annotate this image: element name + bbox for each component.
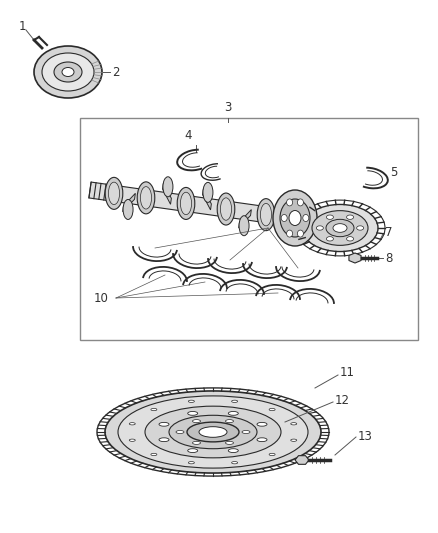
Text: 2: 2 [112,66,120,78]
Ellipse shape [151,454,157,456]
Ellipse shape [62,68,74,77]
Ellipse shape [357,226,364,230]
Ellipse shape [220,198,232,220]
Text: 7: 7 [385,227,392,239]
Ellipse shape [169,415,257,449]
Ellipse shape [257,199,275,231]
Polygon shape [239,209,251,228]
Ellipse shape [137,182,155,214]
Ellipse shape [163,177,173,197]
Ellipse shape [226,419,233,423]
Ellipse shape [177,188,195,220]
Ellipse shape [269,454,275,456]
Text: 4: 4 [184,129,192,142]
Ellipse shape [281,214,287,222]
Text: 1: 1 [18,20,26,33]
Bar [80,118,418,340]
Ellipse shape [242,431,250,433]
Text: 8: 8 [385,252,392,264]
Ellipse shape [105,391,321,473]
Ellipse shape [326,237,333,241]
Ellipse shape [297,230,304,237]
Ellipse shape [291,423,297,425]
Ellipse shape [346,215,353,220]
Ellipse shape [326,215,333,220]
Ellipse shape [105,177,123,209]
Ellipse shape [108,182,120,205]
Ellipse shape [203,182,213,203]
Ellipse shape [303,214,309,222]
Ellipse shape [239,216,249,236]
Ellipse shape [159,422,169,426]
Ellipse shape [289,211,301,225]
Ellipse shape [291,439,297,441]
Text: 3: 3 [224,101,232,114]
Ellipse shape [42,53,94,91]
Ellipse shape [145,406,281,458]
Ellipse shape [188,411,198,415]
Ellipse shape [141,187,152,209]
Ellipse shape [257,438,267,442]
Text: 9: 9 [264,209,272,222]
Ellipse shape [286,230,293,237]
Ellipse shape [118,396,308,468]
Text: 13: 13 [358,430,373,442]
Ellipse shape [159,438,169,442]
Ellipse shape [192,419,201,423]
Ellipse shape [312,211,368,245]
Ellipse shape [261,204,272,226]
Ellipse shape [232,462,238,464]
Ellipse shape [346,237,353,241]
Ellipse shape [151,408,157,411]
Ellipse shape [232,400,238,402]
Ellipse shape [123,199,133,220]
Text: 11: 11 [340,366,355,378]
Text: 5: 5 [390,166,397,179]
Ellipse shape [316,226,323,230]
Ellipse shape [180,192,191,215]
Text: 12: 12 [335,393,350,407]
Ellipse shape [129,423,135,425]
Ellipse shape [228,449,238,453]
Polygon shape [89,182,291,226]
Polygon shape [123,193,135,212]
Ellipse shape [188,449,198,453]
Ellipse shape [187,422,239,442]
Ellipse shape [129,439,135,441]
Ellipse shape [188,462,194,464]
Ellipse shape [34,46,102,98]
Ellipse shape [302,205,378,252]
Ellipse shape [228,411,238,415]
Ellipse shape [333,224,347,232]
Ellipse shape [226,441,233,445]
Ellipse shape [188,400,194,402]
Ellipse shape [257,422,267,426]
Polygon shape [162,183,171,204]
Ellipse shape [273,190,317,246]
Ellipse shape [176,431,184,433]
Ellipse shape [54,62,82,82]
Text: 6: 6 [320,208,328,222]
Ellipse shape [192,441,201,445]
Ellipse shape [199,427,227,437]
Text: 10: 10 [94,292,109,304]
Polygon shape [295,456,309,464]
Polygon shape [202,189,212,210]
Ellipse shape [297,199,304,206]
Ellipse shape [269,408,275,411]
Polygon shape [349,253,361,263]
Ellipse shape [217,193,235,225]
Ellipse shape [280,199,310,237]
Ellipse shape [286,199,293,206]
Ellipse shape [326,219,354,237]
